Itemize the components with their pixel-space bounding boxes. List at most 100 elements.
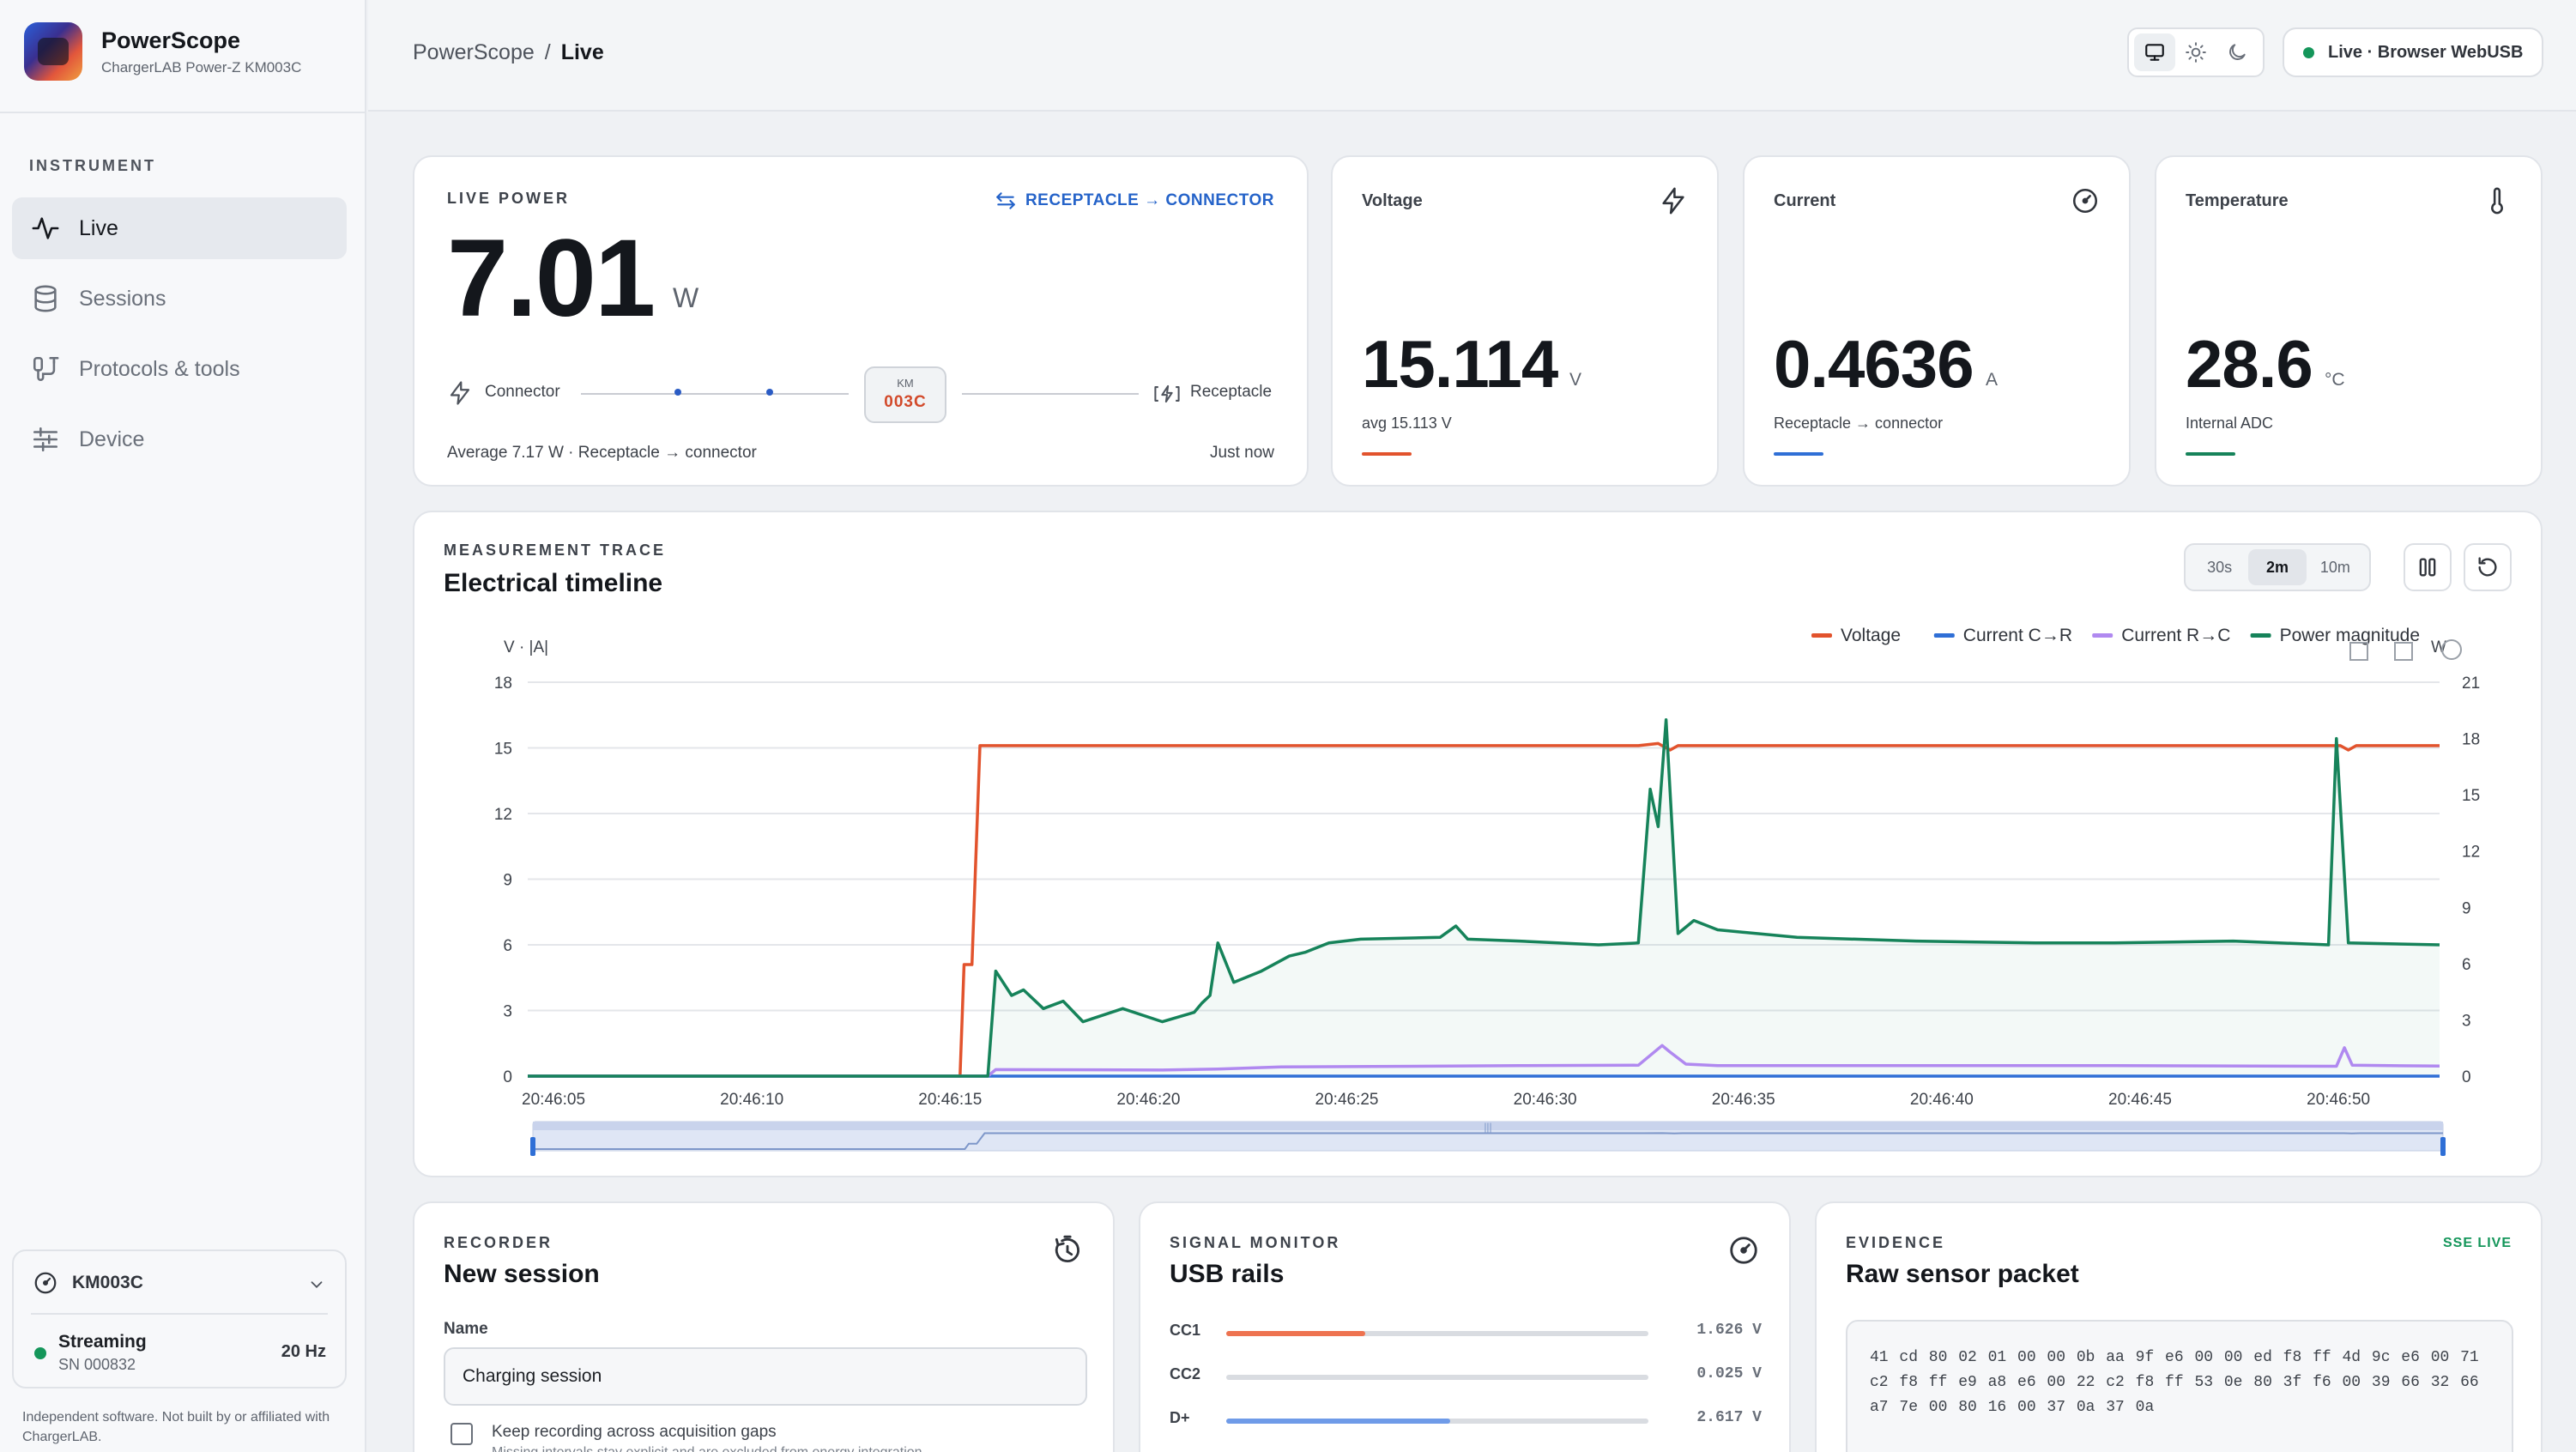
app-subtitle: ChargerLAB Power-Z KM003C	[101, 58, 302, 76]
light-theme-button[interactable]	[2175, 33, 2216, 71]
chip-brand: KM	[897, 377, 914, 390]
thermometer-icon	[2491, 187, 2503, 215]
legend-swatch	[2092, 633, 2113, 638]
sidebar-item-sessions[interactable]: Sessions	[12, 268, 347, 330]
rail-row: CC2 0.025 V	[1170, 1365, 1762, 1391]
sidebar-item-live[interactable]: Live	[12, 197, 347, 259]
temperature-card: Temperature 28.6 °C Internal ADC	[2155, 155, 2543, 487]
voltage-card: Voltage 15.114 V avg 15.113 V	[1331, 155, 1719, 487]
legend-label: Current R→C	[2121, 626, 2230, 645]
app-name: PowerScope	[101, 27, 241, 53]
dark-theme-button[interactable]	[2216, 33, 2258, 71]
sse-live-badge: SSE LIVE	[2442, 1236, 2512, 1250]
pause-button[interactable]	[2404, 543, 2452, 591]
pause-icon	[2419, 558, 2436, 577]
y-tick-left: 0	[503, 1068, 512, 1086]
x-tick-label: 20:46:25	[1315, 1091, 1379, 1109]
measurement-trace-card: 0 3 6 9 12 15 18 0 3 6 9 12 15 18 21 V · |A| W 20:46:05 20…	[413, 511, 2543, 1177]
y-tick-right: 12	[2462, 844, 2480, 862]
connector-label: Connector	[485, 383, 560, 401]
rail-value: 1.626 V	[1696, 1322, 1762, 1339]
device-divider	[31, 1313, 328, 1315]
metric-unit: V	[1569, 370, 1582, 390]
y-tick-left: 6	[503, 937, 512, 955]
trace-eyebrow: MEASUREMENT TRACE	[444, 541, 667, 559]
y-tick-right: 21	[2462, 675, 2480, 693]
live-power-card: LIVE POWER RECEPTACLE → CONNECTOR 7.01 W…	[413, 155, 1309, 487]
timer-icon	[1055, 1235, 1080, 1263]
system-theme-button[interactable]	[2134, 33, 2175, 71]
rail-row: D+ 2.617 V	[1170, 1409, 1762, 1435]
y-tick-right: 15	[2462, 787, 2480, 805]
range-10m-button[interactable]: 10m	[2319, 558, 2350, 576]
range-30s-button[interactable]: 30s	[2207, 558, 2233, 576]
live-power-unit: W	[673, 282, 699, 313]
y-tick-right: 9	[2462, 899, 2471, 917]
brand[interactable]: PowerScope ChargerLAB Power-Z KM003C	[24, 22, 301, 81]
sidebar-section-title: INSTRUMENT	[29, 157, 156, 174]
y-tick-right: 0	[2462, 1068, 2471, 1086]
y-tick-left: 15	[494, 741, 512, 759]
y-axis-label-right: W	[2431, 638, 2446, 656]
flow-line-right	[962, 393, 1139, 395]
x-tick-label: 20:46:15	[918, 1091, 982, 1109]
direction-toggle[interactable]: RECEPTACLE → CONNECTOR	[995, 190, 1274, 212]
moon-icon	[2229, 44, 2246, 60]
metric-value: 28.6	[2186, 326, 2313, 402]
legend-swatch	[2250, 633, 2271, 638]
y-tick-right: 6	[2462, 956, 2471, 974]
breadcrumb-separator: /	[544, 40, 551, 64]
rail-track	[1226, 1375, 1648, 1380]
breadcrumb-root[interactable]: PowerScope	[413, 40, 535, 64]
sidebar-item-device[interactable]: Device	[12, 408, 347, 470]
x-tick-label: 20:46:10	[720, 1091, 783, 1109]
keep-recording-label: Keep recording across acquisition gaps	[492, 1423, 777, 1441]
sidebar-nav: Live Sessions Protocols & tools Device	[12, 197, 347, 479]
flow-line-left	[581, 393, 849, 395]
bolt-icon	[1662, 187, 1684, 215]
metric-accent-bar	[1362, 452, 1412, 456]
sidebar-item-protocols[interactable]: Protocols & tools	[12, 338, 347, 400]
chevron-down-icon[interactable]	[307, 1275, 326, 1294]
y-tick-left: 12	[494, 806, 512, 824]
reset-icon	[2478, 557, 2497, 577]
series-line-current-r-c	[528, 1044, 2440, 1078]
rail-label: D+	[1170, 1409, 1190, 1426]
range-selector: 30s 2m 10m	[2184, 543, 2371, 591]
recorder-title: New session	[444, 1260, 600, 1288]
sliders-icon	[33, 427, 58, 452]
metric-label: Current	[1774, 191, 1836, 210]
recorder-card: RECORDER New session Name Keep recording…	[413, 1201, 1115, 1452]
x-tick-label: 20:46:40	[1910, 1091, 1974, 1109]
legend-swatch	[1811, 633, 1832, 638]
reset-button[interactable]	[2464, 543, 2512, 591]
session-name-input[interactable]	[444, 1347, 1087, 1406]
top-bar: PowerScope / Live Live · Browser WebUSB	[368, 0, 2576, 112]
metric-label: Temperature	[2186, 191, 2289, 210]
metric-subtext: Internal ADC	[2186, 414, 2274, 432]
electrical-timeline-chart[interactable]: 0 3 6 9 12 15 18 0 3 6 9 12 15 18 21 V · |A| W 20:46:05 20…	[414, 512, 2544, 1179]
rail-level	[1226, 1419, 1450, 1424]
zoom-slider-preview	[533, 1132, 2443, 1150]
y-tick-left: 18	[494, 675, 512, 693]
keep-recording-checkbox[interactable]	[450, 1423, 473, 1445]
keep-recording-note: Missing intervals stay explicit and are …	[492, 1445, 926, 1452]
activity-icon	[32, 217, 59, 239]
rail-level	[1226, 1331, 1366, 1336]
signal-monitor-card: SIGNAL MONITOR USB rails CC1 1.626 V CC2…	[1139, 1201, 1791, 1452]
device-selector[interactable]: KM003C Streaming SN 000832 20 Hz	[12, 1249, 347, 1388]
bolt-icon	[450, 381, 470, 405]
device-serial: SN 000832	[58, 1356, 136, 1373]
series-line-power-magnitude	[528, 717, 2440, 1078]
zoom-slider-grip: |||	[1484, 1121, 1491, 1133]
status-dot	[2303, 46, 2314, 58]
live-power-value: 7.01	[447, 217, 656, 340]
receptacle-label: Receptacle	[1190, 383, 1273, 401]
connection-status[interactable]: Live · Browser WebUSB	[2283, 27, 2543, 77]
metric-subtext: avg 15.113 V	[1362, 414, 1452, 432]
restore-icon	[2441, 639, 2462, 660]
direction-label: RECEPTACLE → CONNECTOR	[1025, 191, 1274, 209]
metric-label: Voltage	[1362, 191, 1423, 210]
range-2m-button[interactable]: 2m	[2248, 549, 2307, 585]
legend-label: Current C→R	[1963, 626, 2072, 645]
